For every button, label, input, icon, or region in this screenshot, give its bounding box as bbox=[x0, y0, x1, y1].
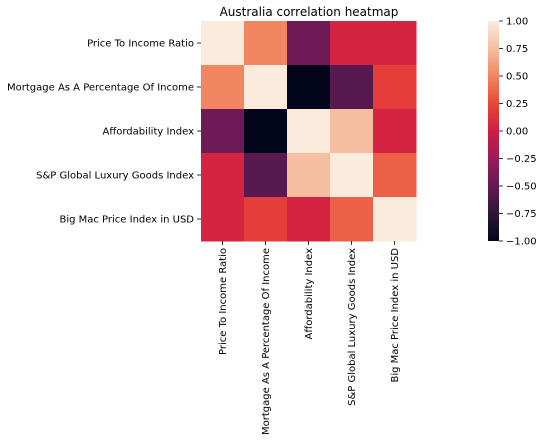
x-tick-label: Affordability Index bbox=[304, 248, 315, 340]
heatmap-cell bbox=[244, 109, 288, 154]
heatmap-cell bbox=[287, 21, 331, 66]
y-tick-label: Mortgage As A Percentage Of Income bbox=[7, 83, 194, 94]
x-tick-label: Big Mac Price Index in USD bbox=[390, 248, 401, 383]
heatmap-cell bbox=[373, 21, 417, 66]
heatmap-cell bbox=[244, 197, 288, 242]
x-tick-labels: Price To Income Ratio Mortgage As A Perce… bbox=[218, 241, 401, 435]
x-tick-label: S&P Global Luxury Goods Index bbox=[347, 248, 358, 406]
colorbar-tick-label: −0.75 bbox=[506, 209, 537, 220]
x-tick-label: Price To Income Ratio bbox=[218, 248, 229, 355]
colorbar-ticks: 1.00 0.75 0.50 0.25 0.00 −0.25 −0.50 −0.75 −1.00 bbox=[499, 17, 537, 248]
y-tick-label: Price To Income Ratio bbox=[87, 39, 194, 50]
heatmap-cell bbox=[244, 153, 288, 198]
heatmap-cell bbox=[201, 153, 245, 198]
y-tick-label: Affordability Index bbox=[103, 127, 195, 138]
colorbar-tick-label: 0.25 bbox=[506, 99, 528, 110]
heatmap-cell bbox=[201, 109, 245, 154]
heatmap-cell bbox=[201, 21, 245, 66]
colorbar-tick-label: 1.00 bbox=[506, 17, 528, 28]
heatmap-cell bbox=[330, 197, 374, 242]
heatmap-cells bbox=[201, 21, 417, 242]
heatmap-cell bbox=[287, 153, 331, 198]
heatmap-cell bbox=[287, 197, 331, 242]
colorbar-tick-label: 0.75 bbox=[506, 44, 528, 55]
colorbar-tick-label: −0.25 bbox=[506, 154, 537, 165]
y-tick-labels: Price To Income Ratio Mortgage As A Perce… bbox=[7, 39, 201, 226]
heatmap-cell bbox=[330, 65, 374, 110]
colorbar bbox=[488, 21, 499, 241]
colorbar-tick-label: −1.00 bbox=[506, 237, 537, 248]
heatmap-cell bbox=[287, 65, 331, 110]
colorbar-tick-label: 0.00 bbox=[506, 127, 528, 138]
colorbar-tick-label: 0.50 bbox=[506, 72, 528, 83]
heatmap-cell bbox=[244, 21, 288, 66]
heatmap-cell bbox=[287, 109, 331, 154]
heatmap-cell bbox=[330, 109, 374, 154]
chart-title: Australia correlation heatmap bbox=[220, 5, 399, 19]
heatmap-cell bbox=[330, 153, 374, 198]
heatmap-cell bbox=[201, 65, 245, 110]
x-tick-label: Mortgage As A Percentage Of Income bbox=[261, 248, 272, 435]
y-tick-label: Big Mac Price Index in USD bbox=[59, 215, 194, 226]
colorbar-tick-label: −0.50 bbox=[506, 182, 537, 193]
heatmap-cell bbox=[373, 197, 417, 242]
heatmap-cell bbox=[373, 65, 417, 110]
heatmap-cell bbox=[244, 65, 288, 110]
y-tick-label: S&P Global Luxury Goods Index bbox=[36, 171, 194, 182]
heatmap-cell bbox=[330, 21, 374, 66]
heatmap-cell bbox=[373, 153, 417, 198]
heatmap-cell bbox=[201, 197, 245, 242]
heatmap-cell bbox=[373, 109, 417, 154]
